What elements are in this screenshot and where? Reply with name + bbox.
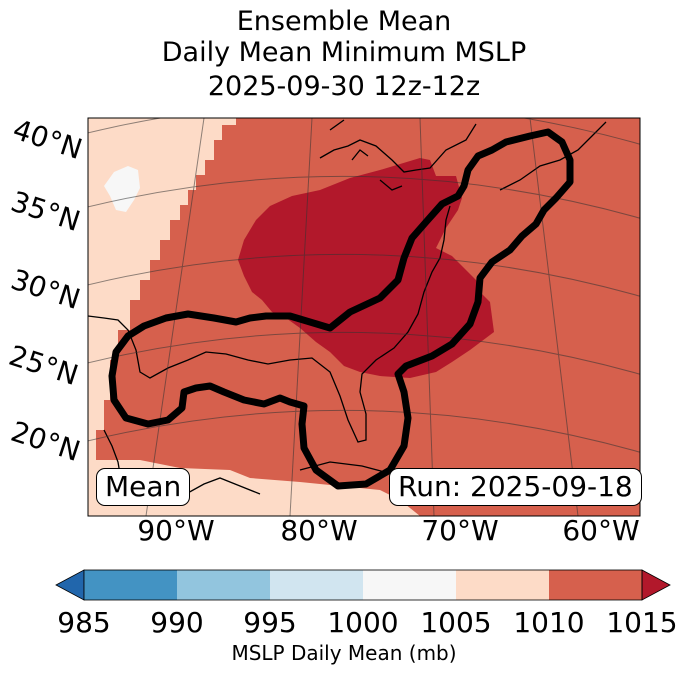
- map-frame: [87, 117, 641, 517]
- cb-seg-1005-1010: [456, 570, 549, 600]
- track-contour: [108, 128, 574, 490]
- cb-tick-1000: 1000: [327, 606, 399, 639]
- title-line-2: Daily Mean Minimum MSLP: [161, 37, 527, 68]
- cb-seg-1000-1005: [363, 570, 456, 600]
- cb-tick-990: 990: [150, 606, 204, 639]
- cb-tick-1015: 1015: [606, 606, 678, 639]
- lon-label-90w: 90°W: [137, 514, 215, 547]
- title-line-3: 2025-09-30 12z-12z: [207, 71, 481, 102]
- coastlines: [88, 119, 607, 501]
- cb-frame: [83, 569, 643, 601]
- colorbar-label: MSLP Daily Mean (mb): [231, 641, 457, 665]
- run-badge: Run: 2025-09-18: [389, 468, 642, 506]
- cb-tick-1005: 1005: [420, 606, 492, 639]
- cb-seg-990-995: [177, 570, 270, 600]
- lon-label-80w: 80°W: [280, 514, 358, 547]
- cb-seg-995-1000: [270, 570, 363, 600]
- cb-tick-1010: 1010: [513, 606, 585, 639]
- mean-badge: Mean: [96, 468, 191, 506]
- cb-tick-985: 985: [57, 606, 111, 639]
- cb-seg-1010-1015: [549, 570, 642, 600]
- cb-extend-low: [55, 569, 85, 601]
- cb-seg-985-990: [84, 570, 177, 600]
- title-line-1: Ensemble Mean: [236, 6, 452, 37]
- lon-label-60w: 60°W: [562, 514, 640, 547]
- lon-label-70w: 70°W: [421, 514, 499, 547]
- cb-extend-high: [641, 569, 671, 601]
- cb-tick-995: 995: [243, 606, 297, 639]
- field-1000-1005-patch: [104, 166, 140, 212]
